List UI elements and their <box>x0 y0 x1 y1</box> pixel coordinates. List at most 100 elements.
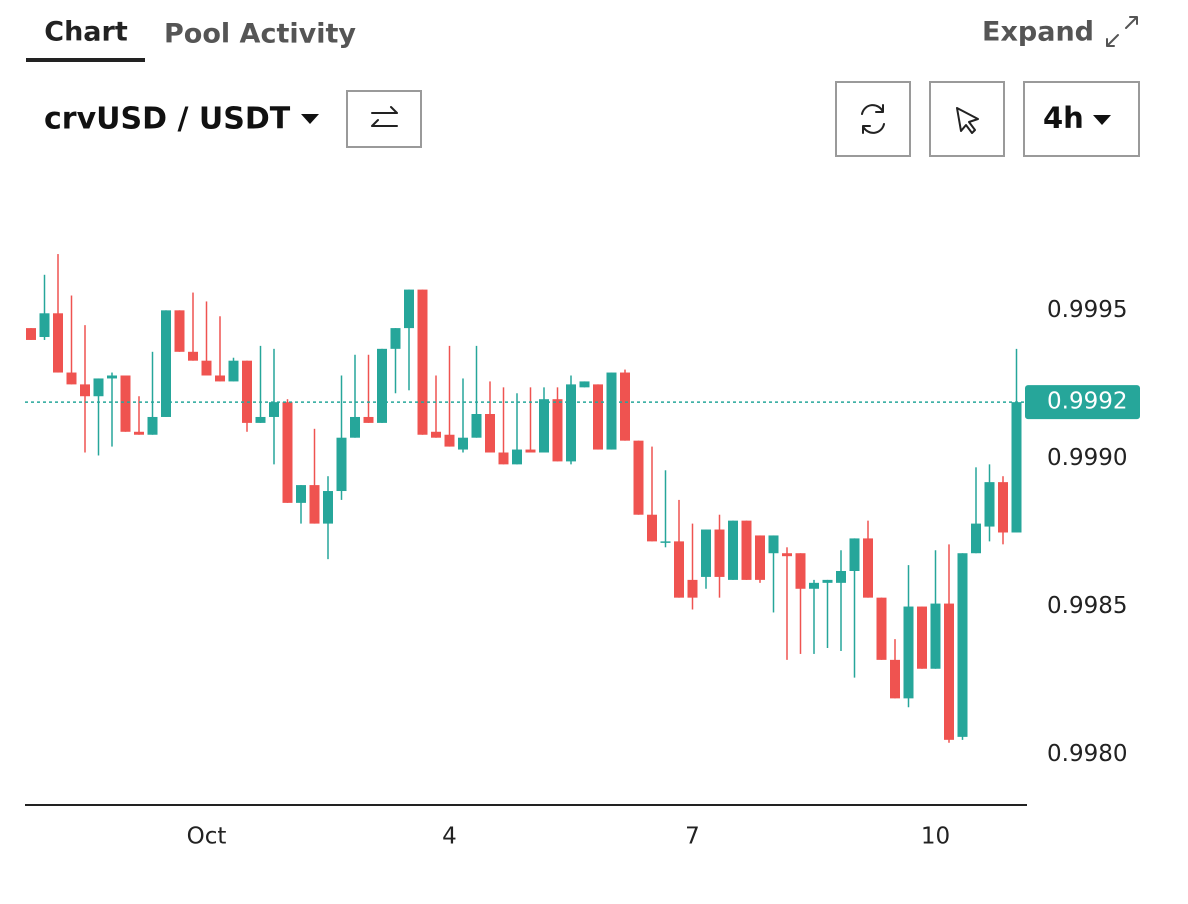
candle-body <box>876 597 887 660</box>
x-tick-label: Oct <box>187 824 227 850</box>
candle-body <box>188 351 198 361</box>
candle-body <box>296 485 306 503</box>
candle-body <box>795 553 806 589</box>
candle-body <box>647 514 657 542</box>
candle-body <box>134 431 144 435</box>
cursor-icon <box>956 107 979 134</box>
swap-icon <box>371 106 398 127</box>
candle-body <box>971 523 981 554</box>
candle-body <box>768 535 779 554</box>
candle-body <box>174 310 185 352</box>
candle-body <box>998 482 1008 533</box>
candle-body <box>228 360 239 382</box>
candle-body <box>498 452 509 465</box>
candle-body <box>714 529 725 577</box>
candle-body <box>957 553 968 737</box>
candle-body <box>728 520 738 580</box>
candle-body <box>903 606 914 699</box>
candle-body <box>39 313 50 337</box>
y-tick-label: 0.9985 <box>1047 593 1127 619</box>
candle-body <box>620 372 630 441</box>
candle-body <box>377 348 387 423</box>
candle-body <box>930 603 941 669</box>
candle-body <box>120 375 131 432</box>
candle-body <box>890 659 900 699</box>
candle-body <box>161 310 171 417</box>
tab-underline <box>26 58 145 62</box>
candle-body <box>917 606 927 669</box>
candle-body <box>269 402 279 417</box>
interval-button[interactable] <box>1023 81 1140 157</box>
pair-caret[interactable] <box>301 114 319 124</box>
candle-body <box>93 378 104 397</box>
x-tick-label: 7 <box>685 824 700 850</box>
candle-body <box>66 372 77 385</box>
candle-body <box>944 603 954 740</box>
candle-body <box>458 437 468 450</box>
candle-body <box>566 384 576 462</box>
candle-body <box>485 414 495 453</box>
candle-body <box>107 375 117 379</box>
candle-body <box>350 416 360 438</box>
candle-body <box>444 434 455 447</box>
candle-body <box>336 437 347 492</box>
x-tick-label: 4 <box>442 824 457 850</box>
candle-body <box>822 579 833 583</box>
candle-body <box>1011 402 1022 533</box>
candle-body <box>701 529 711 577</box>
x-tick-label: 10 <box>921 824 950 850</box>
candle-body <box>552 399 563 462</box>
candle-body <box>80 384 90 397</box>
y-tick-label: 0.9990 <box>1047 445 1127 471</box>
candle-body <box>309 485 320 524</box>
candle-body <box>471 414 482 438</box>
candle-body <box>593 384 603 450</box>
candle-body <box>863 538 873 598</box>
candle-body <box>809 582 819 589</box>
candle-body <box>984 482 995 527</box>
candle-body <box>660 541 671 543</box>
candle-body <box>836 570 846 583</box>
candle-body <box>417 289 428 435</box>
candle-body <box>539 399 549 453</box>
candle-body <box>201 360 212 376</box>
interval-caret <box>1093 115 1111 125</box>
candle-body <box>215 375 225 382</box>
tab-chart[interactable]: Chart <box>44 17 128 48</box>
candle-body <box>363 416 374 423</box>
candle-body <box>390 328 401 349</box>
candle-body <box>53 313 63 373</box>
expand-icon[interactable] <box>1106 16 1138 47</box>
candle-body <box>323 491 333 524</box>
candle-body <box>633 440 644 515</box>
tab-pool-activity[interactable]: Pool Activity <box>164 19 356 50</box>
last-price-badge <box>1025 385 1140 420</box>
candle-body <box>26 328 36 340</box>
refresh-button[interactable] <box>835 81 911 157</box>
candle-body <box>849 538 860 571</box>
candle-body <box>512 449 522 465</box>
candle-body <box>525 449 536 453</box>
swap-button[interactable] <box>346 90 422 148</box>
expand-label[interactable]: Expand <box>982 17 1094 48</box>
candle-body <box>755 535 765 580</box>
candle-body <box>255 416 266 423</box>
y-tick-label: 0.9995 <box>1047 297 1127 323</box>
y-tick-label: 0.9980 <box>1047 741 1127 767</box>
candle-body <box>147 416 158 435</box>
refresh-icon <box>861 104 885 134</box>
candle-body <box>782 553 792 557</box>
candle-body <box>404 289 414 329</box>
candle-body <box>674 541 684 598</box>
candle-body <box>282 402 293 503</box>
chart: 0.9980 0.9985 0.9990 0.9995 Oct 4 7 10 0.9992 <box>25 254 1140 850</box>
candle-body <box>687 579 698 598</box>
candle-body <box>431 431 441 438</box>
candle-body <box>579 381 590 388</box>
cursor-button[interactable] <box>929 81 1005 157</box>
interval-label: 4h <box>1043 101 1084 135</box>
last-price-label: 0.9992 <box>1047 389 1127 415</box>
pair-label[interactable]: crvUSD / USDT <box>44 102 291 137</box>
candle-body <box>741 520 752 580</box>
